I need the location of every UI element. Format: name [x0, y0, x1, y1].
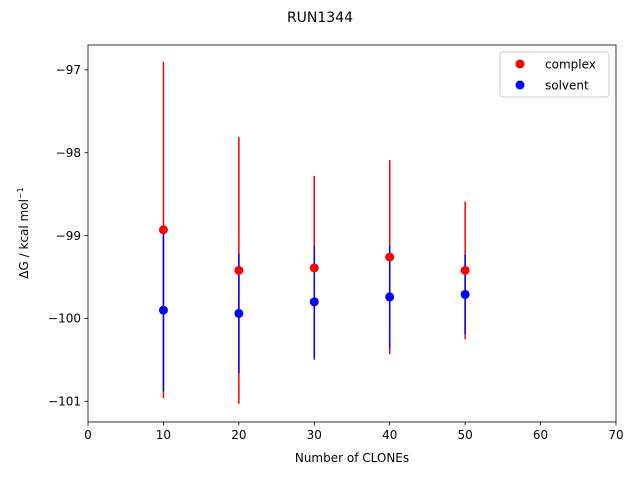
solvent-point	[309, 297, 319, 307]
chart-title: RUN1344	[287, 10, 353, 26]
legend: complex solvent	[499, 51, 610, 98]
x-tick-label: 70	[608, 428, 623, 442]
plot-area	[88, 45, 616, 422]
complex-point	[309, 263, 319, 273]
y-axis-label: ΔG / kcal mol−1	[16, 187, 31, 278]
y-axis-label-main: ΔG / kcal mol	[17, 199, 31, 279]
y-tick-label: −101	[48, 395, 81, 409]
solvent-point	[158, 305, 168, 315]
x-tick-label: 60	[533, 428, 548, 442]
x-axis-label: Number of CLONEs	[295, 451, 409, 465]
x-tick-label: 10	[156, 428, 171, 442]
x-tick-label: 40	[382, 428, 397, 442]
y-tick-label: −98	[56, 146, 81, 160]
complex-point	[460, 265, 470, 275]
plot-frame	[87, 44, 617, 423]
x-tick-label: 50	[458, 428, 473, 442]
complex-point	[234, 265, 244, 275]
legend-label-complex: complex	[545, 58, 596, 72]
solvent-point	[234, 308, 244, 318]
x-tick-label: 30	[307, 428, 322, 442]
legend-marker-solvent	[515, 80, 525, 90]
solvent-point	[460, 289, 470, 299]
y-tick-label: −97	[56, 63, 81, 77]
legend-marker-complex	[515, 59, 525, 69]
data-points	[158, 225, 470, 318]
y-tick-label: −100	[48, 312, 81, 326]
complex-point	[158, 225, 168, 235]
x-tick-label: 0	[84, 428, 92, 442]
legend-label-solvent: solvent	[545, 79, 589, 93]
complex-point	[385, 252, 395, 262]
x-tick-label: 20	[231, 428, 246, 442]
y-tick-label: −99	[56, 229, 81, 243]
y-axis-label-sup: −1	[16, 187, 25, 199]
solvent-point	[385, 292, 395, 302]
y-axis-ticks: −101 −100 −99 −98 −97	[48, 63, 88, 409]
legend-box	[499, 51, 610, 98]
x-axis-ticks: 0 10 20 30 40 50 60 70	[84, 422, 624, 442]
